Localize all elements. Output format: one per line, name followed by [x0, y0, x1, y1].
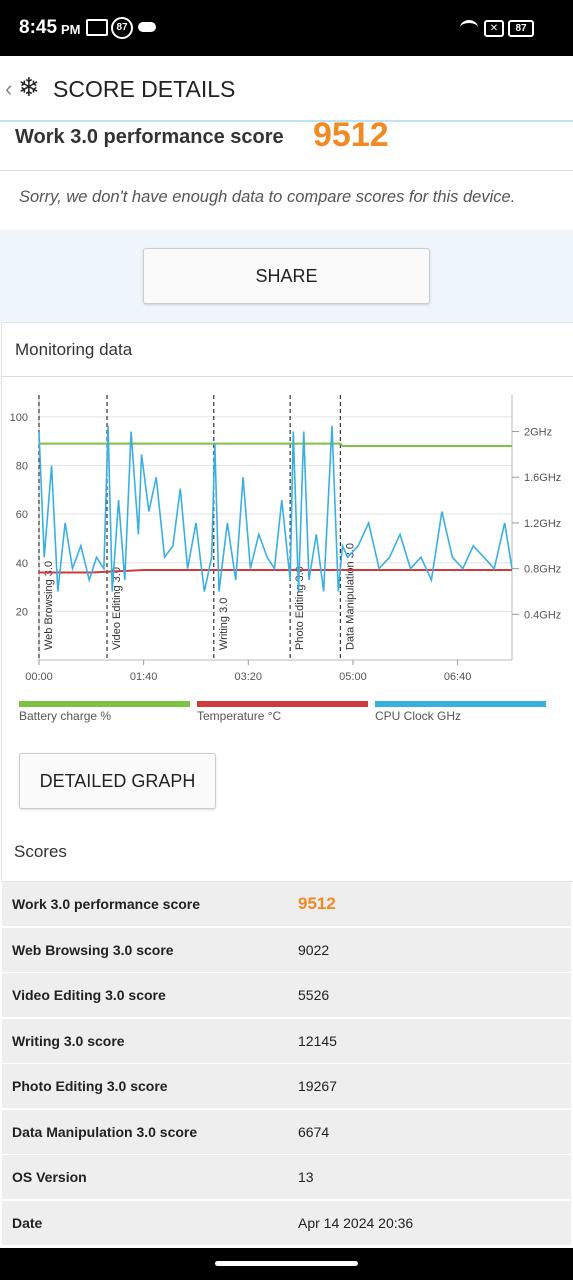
wifi-icon: [460, 20, 478, 35]
score-row: Data Manipulation 3.0 score 6674: [2, 1109, 571, 1154]
legend-swatch: [375, 701, 546, 707]
divider: [0, 170, 573, 171]
y-tick-label: 20: [16, 606, 28, 618]
chart: 20 40 60 80 100 0.4GHz 0.8GHz 1.2GHz 1.6GHz 2GHz 0…: [10, 395, 561, 723]
y2-tick-label: 2GHz: [524, 427, 552, 439]
series-line: [39, 442, 512, 448]
row-label: Date: [12, 1214, 43, 1231]
sim-icon: ✕: [484, 20, 504, 37]
row-label: Writing 3.0 score: [12, 1032, 125, 1049]
row-value: 9022: [298, 941, 330, 958]
x-tick-label: 03:20: [235, 671, 263, 683]
cloud-icon: [138, 22, 156, 32]
back-button[interactable]: ‹: [5, 76, 13, 101]
legend-label: Battery charge %: [19, 709, 111, 723]
logo: ❄: [18, 72, 40, 102]
status-bar: 8:45 PM 87 ✕ 87: [0, 0, 573, 56]
marker-label: Web Browsing 3.0: [43, 561, 55, 650]
ampm: PM: [61, 22, 81, 37]
share-area: SHARE: [0, 230, 573, 322]
y-tick-label: 60: [16, 509, 28, 521]
y2-tick-label: 0.4GHz: [524, 609, 561, 621]
series-line: [39, 569, 512, 574]
battery: 87: [508, 20, 534, 37]
y2-tick-label: 0.8GHz: [524, 564, 561, 576]
scores-title: Scores: [14, 842, 67, 861]
header-title: SCORE DETAILS: [53, 76, 236, 102]
y-tick-label: 80: [16, 461, 28, 473]
detailed-graph-button[interactable]: DETAILED GRAPH: [19, 753, 216, 809]
row-value: Apr 14 2024 20:36: [298, 1214, 414, 1231]
row-value: 6674: [298, 1123, 330, 1140]
row-label: OS Version: [12, 1169, 87, 1185]
row-label: Web Browsing 3.0 score: [12, 941, 174, 958]
score-card: Work 3.0 performance score 9512 Sorry, w…: [0, 116, 573, 230]
marker-label: Writing 3.0: [218, 598, 230, 650]
screen-icon: [86, 19, 108, 36]
score-row: Work 3.0 performance score 9512: [2, 882, 571, 926]
share-button[interactable]: SHARE: [143, 248, 430, 304]
row-label: Work 3.0 performance score: [12, 896, 201, 912]
score-row: Photo Editing 3.0 score 19267: [2, 1064, 571, 1108]
score-row: OS Version 13: [2, 1155, 571, 1199]
time: 8:45: [19, 17, 58, 38]
row-value: 12145: [298, 1032, 337, 1049]
marker-label: Photo Editing 3.0: [294, 566, 306, 650]
score-row: Web Browsing 3.0 score 9022: [2, 927, 571, 972]
x-tick-label: 01:40: [130, 671, 158, 683]
row-value: 5526: [298, 987, 330, 1003]
x-tick-label: 00:00: [25, 671, 53, 683]
legend-label: Temperature °C: [197, 709, 281, 723]
row-label: Video Editing 3.0 score: [12, 987, 166, 1003]
badge: 87: [111, 17, 133, 39]
monitoring-title: Monitoring data: [15, 340, 133, 359]
y2-tick-label: 1.6GHz: [524, 472, 561, 484]
row-label: Photo Editing 3.0 score: [12, 1078, 168, 1094]
row-label: Data Manipulation 3.0 score: [12, 1123, 198, 1140]
row-value: 9512: [298, 894, 336, 913]
row-value: 19267: [298, 1078, 337, 1094]
score-label: Work 3.0 performance score: [15, 126, 284, 148]
legend-label: CPU Clock GHz: [375, 709, 461, 723]
legend-swatch: [19, 701, 190, 707]
x-tick-label: 06:40: [444, 671, 472, 683]
series-line: [38, 425, 513, 592]
score-row: Date Apr 14 2024 20:36: [2, 1200, 571, 1245]
x-tick-label: 05:00: [339, 671, 367, 683]
y-tick-label: 100: [10, 412, 28, 424]
nav-bar: [0, 1248, 573, 1280]
row-value: 13: [298, 1169, 314, 1185]
header: ‹ ❄ SCORE DETAILS: [0, 56, 573, 122]
marker-label: Data Manipulation 3.0: [344, 543, 356, 650]
marker-label: Video Editing 3.0: [111, 567, 123, 650]
divider: [2, 376, 573, 377]
score-value: 9512: [313, 116, 389, 154]
score-note: Sorry, we don't have enough data to comp…: [19, 188, 516, 206]
home-indicator: [215, 1261, 358, 1266]
score-row: Video Editing 3.0 score 5526: [2, 973, 571, 1017]
legend-swatch: [197, 701, 368, 707]
y2-tick-label: 1.2GHz: [524, 518, 561, 530]
y-tick-label: 40: [16, 558, 28, 570]
score-row: Writing 3.0 score 12145: [2, 1018, 571, 1063]
